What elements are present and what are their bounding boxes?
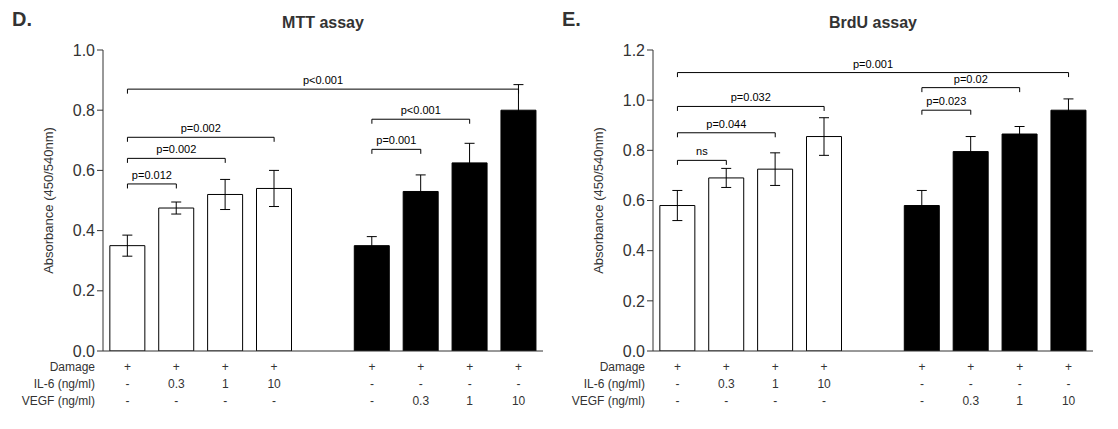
svg-text:-: - — [1018, 377, 1022, 391]
svg-text:-: - — [724, 394, 728, 408]
svg-text:+: + — [772, 360, 779, 374]
svg-text:Damage: Damage — [600, 360, 646, 374]
svg-text:1.0: 1.0 — [73, 42, 95, 59]
svg-text:IL-6 (ng/ml): IL-6 (ng/ml) — [34, 377, 95, 391]
svg-text:+: + — [967, 360, 974, 374]
svg-text:ns: ns — [696, 145, 708, 157]
svg-text:+: + — [515, 360, 522, 374]
svg-text:0.2: 0.2 — [73, 282, 95, 299]
svg-text:p=0.012: p=0.012 — [132, 169, 172, 181]
svg-text:p=0.001: p=0.001 — [853, 58, 893, 70]
svg-text:p<0.001: p<0.001 — [401, 104, 441, 116]
svg-text:+: + — [124, 360, 131, 374]
svg-text:p=0.032: p=0.032 — [731, 91, 771, 103]
svg-text:10: 10 — [1062, 394, 1076, 408]
svg-text:-: - — [419, 377, 423, 391]
svg-text:0.2: 0.2 — [623, 293, 645, 310]
svg-text:0.3: 0.3 — [168, 377, 185, 391]
svg-text:-: - — [1067, 377, 1071, 391]
svg-text:+: + — [222, 360, 229, 374]
svg-text:+: + — [674, 360, 681, 374]
svg-text:p=0.002: p=0.002 — [181, 122, 221, 134]
svg-text:-: - — [969, 377, 973, 391]
svg-text:-: - — [920, 394, 924, 408]
svg-text:+: + — [723, 360, 730, 374]
svg-text:0.4: 0.4 — [73, 222, 95, 239]
html-text:E.: E. — [562, 8, 581, 30]
svg-text:-: - — [920, 377, 924, 391]
svg-text:p<0.001: p<0.001 — [303, 74, 343, 86]
svg-text:0.6: 0.6 — [73, 162, 95, 179]
svg-text:-: - — [822, 394, 826, 408]
svg-text:10: 10 — [512, 394, 526, 408]
svg-text:+: + — [368, 360, 375, 374]
svg-text:VEGF (ng/ml): VEGF (ng/ml) — [22, 394, 95, 408]
svg-text:IL-6 (ng/ml): IL-6 (ng/ml) — [584, 377, 645, 391]
svg-text:1: 1 — [466, 394, 473, 408]
svg-text:-: - — [675, 394, 679, 408]
svg-text:Absorbance (450/540nm): Absorbance (450/540nm) — [41, 127, 56, 274]
svg-text:p=0.002: p=0.002 — [156, 143, 196, 155]
svg-text:+: + — [417, 360, 424, 374]
svg-text:1: 1 — [772, 377, 779, 391]
svg-text:1: 1 — [1016, 394, 1023, 408]
svg-text:+: + — [173, 360, 180, 374]
svg-text:-: - — [125, 377, 129, 391]
svg-text:-: - — [370, 377, 374, 391]
svg-text:0.0: 0.0 — [623, 343, 645, 360]
svg-text:-: - — [174, 394, 178, 408]
svg-text:0.8: 0.8 — [623, 142, 645, 159]
svg-text:+: + — [466, 360, 473, 374]
html-text:MTT assay: MTT assay — [282, 14, 364, 31]
svg-text:p=0.044: p=0.044 — [706, 118, 746, 130]
svg-text:1.0: 1.0 — [623, 92, 645, 109]
svg-text:p=0.023: p=0.023 — [926, 95, 966, 107]
svg-text:1.2: 1.2 — [623, 42, 645, 59]
svg-text:10: 10 — [267, 377, 281, 391]
html-text:BrdU assay: BrdU assay — [829, 14, 917, 31]
svg-text:-: - — [468, 377, 472, 391]
svg-text:0.3: 0.3 — [718, 377, 735, 391]
svg-text:-: - — [125, 394, 129, 408]
svg-text:Absorbance (450/540nm): Absorbance (450/540nm) — [591, 127, 606, 274]
svg-text:0.0: 0.0 — [73, 343, 95, 360]
svg-text:p=0.001: p=0.001 — [376, 134, 416, 146]
svg-text:-: - — [517, 377, 521, 391]
html-text:D.: D. — [12, 8, 32, 30]
svg-text:-: - — [370, 394, 374, 408]
svg-text:+: + — [1065, 360, 1072, 374]
svg-text:-: - — [272, 394, 276, 408]
svg-text:+: + — [271, 360, 278, 374]
svg-text:0.6: 0.6 — [623, 192, 645, 209]
svg-text:-: - — [675, 377, 679, 391]
svg-text:0.8: 0.8 — [73, 102, 95, 119]
svg-text:+: + — [918, 360, 925, 374]
svg-text:Damage: Damage — [50, 360, 96, 374]
svg-text:0.3: 0.3 — [962, 394, 979, 408]
svg-text:0.4: 0.4 — [623, 242, 645, 259]
svg-text:1: 1 — [222, 377, 229, 391]
svg-text:0.3: 0.3 — [412, 394, 429, 408]
svg-text:p=0.02: p=0.02 — [954, 73, 988, 85]
svg-text:-: - — [773, 394, 777, 408]
svg-text:VEGF (ng/ml): VEGF (ng/ml) — [572, 394, 645, 408]
svg-text:+: + — [1016, 360, 1023, 374]
svg-text:10: 10 — [817, 377, 831, 391]
svg-text:-: - — [223, 394, 227, 408]
svg-text:+: + — [821, 360, 828, 374]
